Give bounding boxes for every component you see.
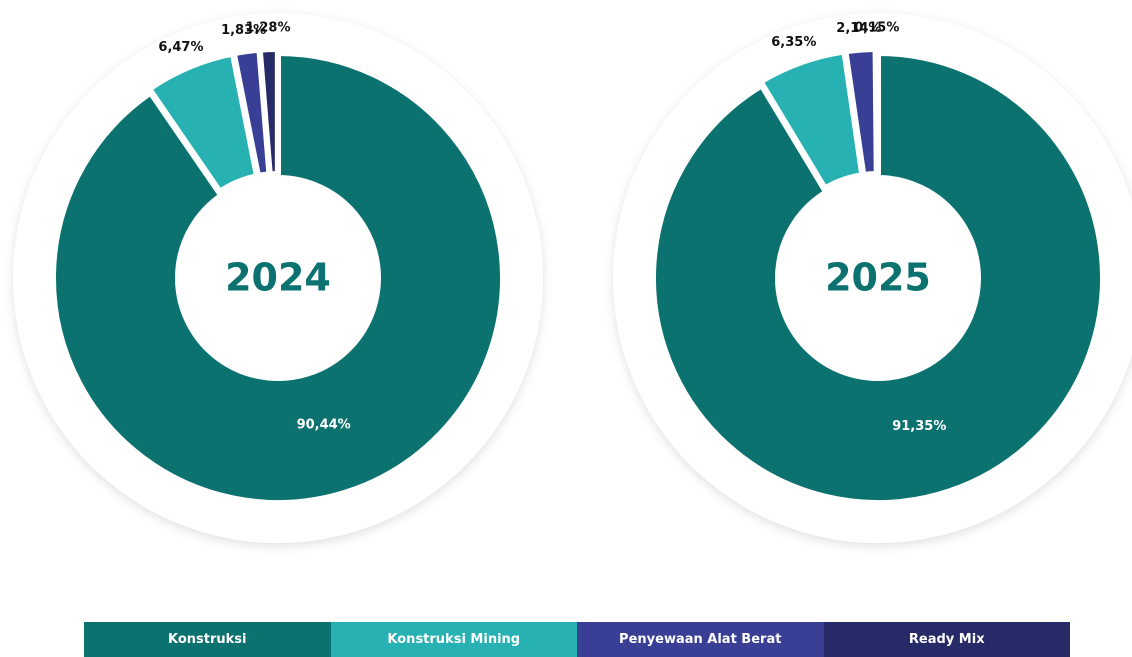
chart-title: 2025 xyxy=(825,256,931,300)
value-label: 6,35% xyxy=(771,35,816,50)
legend: Konstruksi Konstruksi Mining Penyewaan Ala… xyxy=(84,622,1070,657)
slice xyxy=(650,50,1106,506)
value-label: 0,15% xyxy=(854,21,899,36)
value-label: 6,47% xyxy=(158,40,203,55)
legend-item: Ready Mix xyxy=(823,622,1070,657)
slice xyxy=(256,46,281,178)
value-label: 90,44% xyxy=(297,418,351,433)
value-label: 91,35% xyxy=(892,419,946,434)
value-label: 1,28% xyxy=(245,21,290,36)
slice xyxy=(872,46,881,178)
legend-item: Penyewaan Alat Berat xyxy=(577,622,824,657)
charts: 90,44% 6,47% 1,83%1,28% 2024 91,35% 6,35% 2,14… xyxy=(13,13,1132,543)
slice xyxy=(50,50,506,506)
value-label: 2,14% xyxy=(836,21,881,36)
legend-item: Konstruksi xyxy=(84,622,331,657)
chart-title: 2024 xyxy=(225,256,331,300)
legend-item: Konstruksi Mining xyxy=(330,622,577,657)
value-label: 1,83% xyxy=(221,23,266,38)
